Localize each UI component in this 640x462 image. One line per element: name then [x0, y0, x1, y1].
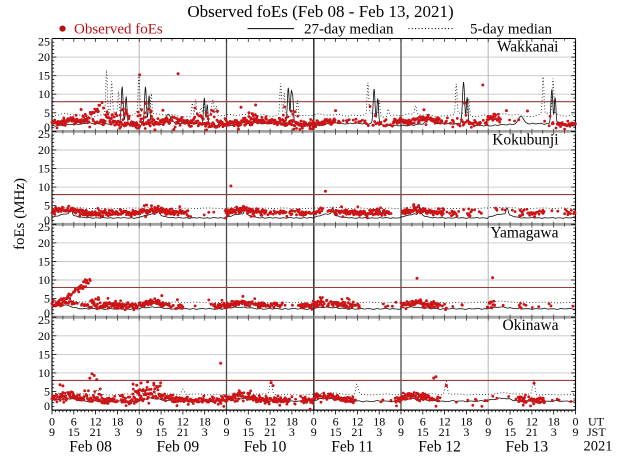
svg-text:3: 3 [463, 425, 469, 439]
svg-text:12: 12 [264, 415, 276, 429]
svg-text:2021: 2021 [584, 439, 613, 455]
svg-text:21: 21 [439, 425, 451, 439]
svg-text:0: 0 [44, 213, 50, 227]
svg-text:12: 12 [526, 415, 538, 429]
svg-text:25: 25 [38, 127, 50, 141]
svg-text:foEs (MHz): foEs (MHz) [12, 178, 28, 250]
svg-text:10: 10 [38, 180, 50, 194]
svg-text:18: 18 [286, 415, 298, 429]
svg-text:5: 5 [44, 199, 50, 213]
svg-text:Yamagawa: Yamagawa [490, 224, 558, 241]
svg-text:27-day median: 27-day median [304, 22, 394, 38]
svg-text:6: 6 [507, 415, 513, 429]
svg-text:6: 6 [420, 415, 426, 429]
svg-text:0: 0 [44, 120, 50, 134]
svg-text:3: 3 [202, 425, 208, 439]
svg-text:15: 15 [38, 347, 50, 361]
svg-text:10: 10 [38, 273, 50, 287]
svg-text:3: 3 [289, 425, 295, 439]
svg-text:Feb 12: Feb 12 [418, 439, 461, 456]
svg-text:9: 9 [311, 425, 317, 439]
svg-text:9: 9 [485, 425, 491, 439]
svg-text:Feb 11: Feb 11 [331, 439, 373, 456]
svg-text:20: 20 [38, 236, 50, 250]
svg-text:Kokubunji: Kokubunji [492, 131, 559, 148]
svg-text:18: 18 [460, 415, 472, 429]
svg-text:12: 12 [90, 415, 102, 429]
svg-text:3: 3 [376, 425, 382, 439]
svg-text:18: 18 [548, 415, 560, 429]
svg-text:9: 9 [49, 425, 55, 439]
svg-text:21: 21 [351, 425, 363, 439]
svg-text:5: 5 [44, 292, 50, 306]
svg-text:15: 15 [38, 162, 50, 176]
svg-text:9: 9 [224, 425, 230, 439]
svg-text:25: 25 [38, 313, 50, 327]
svg-text:20: 20 [38, 143, 50, 157]
svg-text:15: 15 [504, 425, 516, 439]
svg-text:21: 21 [90, 425, 102, 439]
svg-text:15: 15 [38, 255, 50, 269]
svg-text:0: 0 [49, 415, 55, 429]
svg-text:9: 9 [573, 425, 579, 439]
svg-text:6: 6 [333, 415, 339, 429]
svg-text:6: 6 [71, 415, 77, 429]
svg-text:5: 5 [44, 385, 50, 399]
svg-text:21: 21 [526, 425, 538, 439]
svg-text:12: 12 [351, 415, 363, 429]
svg-text:0: 0 [485, 415, 491, 429]
svg-text:Feb 09: Feb 09 [156, 439, 199, 456]
svg-text:25: 25 [38, 34, 50, 48]
svg-text:15: 15 [155, 425, 167, 439]
svg-text:JST: JST [587, 425, 606, 439]
svg-text:0: 0 [44, 399, 50, 413]
svg-text:9: 9 [136, 425, 142, 439]
svg-text:20: 20 [38, 329, 50, 343]
svg-text:9: 9 [398, 425, 404, 439]
svg-text:10: 10 [38, 366, 50, 380]
svg-text:6: 6 [158, 415, 164, 429]
svg-text:21: 21 [264, 425, 276, 439]
svg-text:3: 3 [551, 425, 557, 439]
svg-text:15: 15 [242, 425, 254, 439]
svg-text:Feb 08: Feb 08 [69, 439, 112, 456]
svg-text:15: 15 [330, 425, 342, 439]
svg-text:6: 6 [245, 415, 251, 429]
svg-text:18: 18 [199, 415, 211, 429]
svg-text:Okinawa: Okinawa [503, 317, 559, 334]
svg-text:18: 18 [373, 415, 385, 429]
svg-text:20: 20 [38, 50, 50, 64]
svg-text:5-day median: 5-day median [470, 22, 553, 38]
svg-text:Feb 10: Feb 10 [244, 439, 287, 456]
svg-text:Feb 13: Feb 13 [505, 439, 548, 456]
svg-text:0: 0 [311, 415, 317, 429]
svg-text:3: 3 [114, 425, 120, 439]
svg-text:0: 0 [573, 415, 579, 429]
svg-text:Observed foEs (Feb 08 - Feb 13: Observed foEs (Feb 08 - Feb 13, 2021) [187, 2, 453, 21]
svg-text:Observed foEs: Observed foEs [74, 22, 163, 38]
svg-text:0: 0 [224, 415, 230, 429]
svg-text:Wakkanai: Wakkanai [497, 39, 559, 56]
svg-text:0: 0 [44, 306, 50, 320]
svg-text:12: 12 [177, 415, 189, 429]
svg-text:25: 25 [38, 220, 50, 234]
svg-text:15: 15 [68, 425, 80, 439]
svg-text:15: 15 [417, 425, 429, 439]
svg-text:10: 10 [38, 87, 50, 101]
svg-text:5: 5 [44, 106, 50, 120]
svg-text:0: 0 [398, 415, 404, 429]
svg-text:12: 12 [439, 415, 451, 429]
svg-text:18: 18 [111, 415, 123, 429]
svg-text:21: 21 [177, 425, 189, 439]
svg-text:0: 0 [136, 415, 142, 429]
svg-text:15: 15 [38, 69, 50, 83]
svg-text:UT: UT [588, 415, 605, 429]
